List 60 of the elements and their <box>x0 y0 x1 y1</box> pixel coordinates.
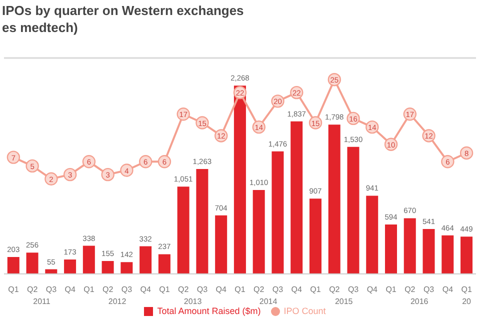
bar <box>272 151 284 274</box>
bar <box>385 224 397 274</box>
x-tick-label: Q1 <box>8 284 20 294</box>
x-tick-label: Q1 <box>386 284 397 294</box>
x-tick-label: Q4 <box>442 284 454 294</box>
x-tick-label: Q4 <box>216 284 228 294</box>
x-tick-label: Q3 <box>121 284 133 294</box>
x-tick-label: Q1 <box>84 284 95 294</box>
x-tick-label: Q1 <box>461 284 472 294</box>
x-tick-label: Q2 <box>404 284 416 294</box>
bar <box>196 169 208 274</box>
x-tick-label: Q3 <box>423 284 435 294</box>
bar <box>422 228 435 274</box>
bar <box>120 262 133 274</box>
bar <box>102 261 114 274</box>
text: 2016 <box>410 296 429 306</box>
chart-subtitle: es medtech) <box>2 19 79 36</box>
x-tick-label: Q1 <box>310 284 322 294</box>
text: 2011 <box>33 296 51 306</box>
bar <box>140 246 152 274</box>
text: 20 <box>462 296 472 306</box>
bar <box>234 86 246 274</box>
bar <box>366 196 378 274</box>
x-tick-label: Q2 <box>102 284 114 294</box>
x-tick-label: Q4 <box>366 284 378 294</box>
x-tick-label: Q1 <box>234 284 246 294</box>
bar <box>404 218 416 274</box>
x-tick-label: Q3 <box>46 284 58 294</box>
text: 2012 <box>108 296 127 306</box>
bar <box>215 215 228 274</box>
x-tick-label: Q3 <box>348 284 360 294</box>
bar <box>460 236 473 274</box>
x-tick-label: Q4 <box>140 284 152 294</box>
text: 2015 <box>334 296 354 306</box>
bar <box>26 252 38 274</box>
bar <box>309 198 322 274</box>
x-tick-label: Q3 <box>272 284 284 294</box>
bar <box>177 186 190 274</box>
x-tick-label: Q2 <box>178 284 190 294</box>
x-tick-label: Q3 <box>196 284 208 294</box>
legend-label: IPO Count <box>284 306 326 316</box>
x-tick-label: Q2 <box>26 284 38 294</box>
text: 2014 <box>259 296 278 306</box>
bar <box>7 257 20 274</box>
bar <box>442 235 454 274</box>
bar <box>158 254 170 274</box>
bar <box>328 124 340 274</box>
bar <box>82 246 95 274</box>
x-tick-label: Q4 <box>291 284 303 294</box>
bar <box>252 190 265 274</box>
bar <box>290 121 303 274</box>
bar <box>64 260 76 274</box>
legend-label: Total Amount Raised ($m) <box>157 306 261 316</box>
x-tick-label: Q4 <box>64 284 76 294</box>
bar <box>347 146 360 274</box>
x-tick-label: Q1 <box>159 284 170 294</box>
text: 2013 <box>184 296 202 306</box>
x-tick-label: Q2 <box>254 284 265 294</box>
x-tick-label: Q2 <box>329 284 340 294</box>
chart-title: IPOs by quarter on Western exchanges <box>2 2 244 19</box>
